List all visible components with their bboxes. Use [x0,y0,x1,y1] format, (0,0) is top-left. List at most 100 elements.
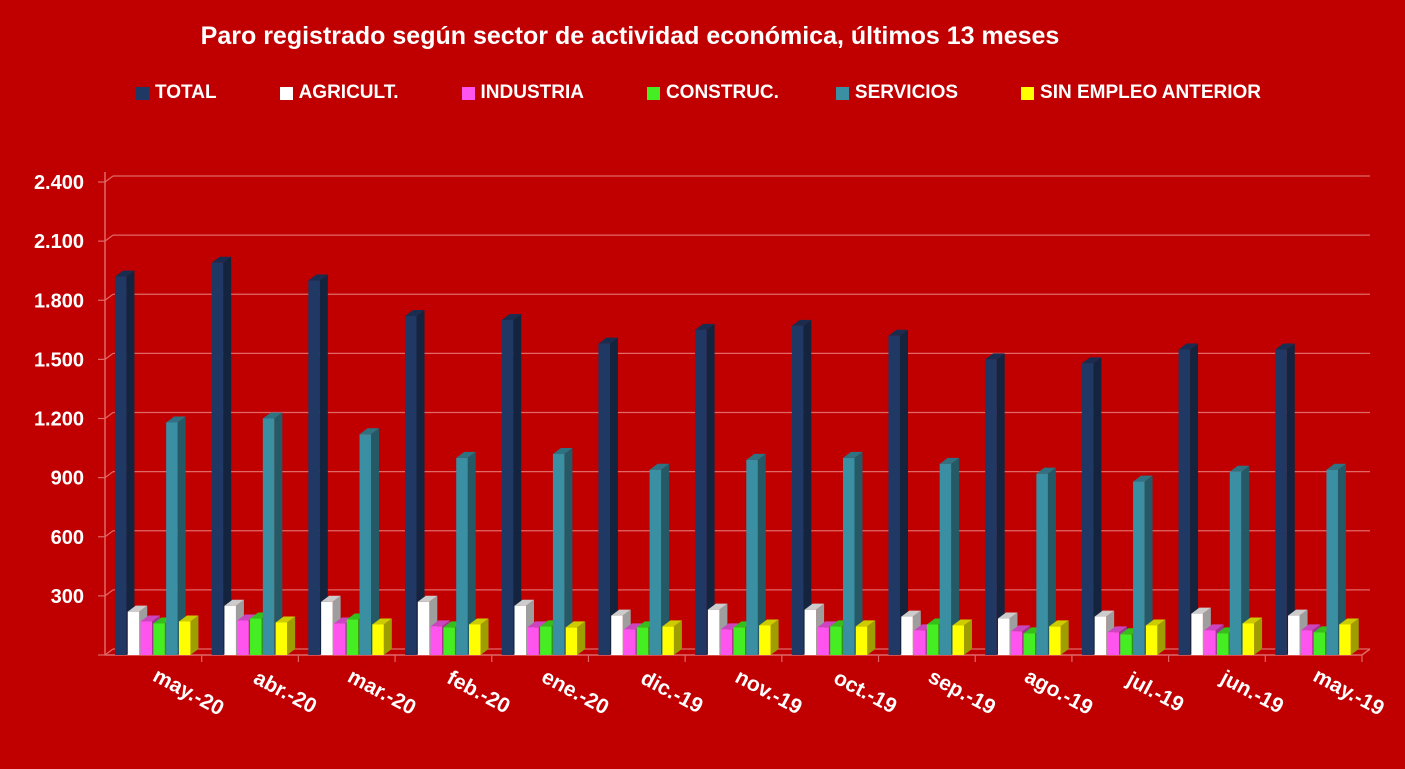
bar [333,623,346,655]
legend-item-agricult: AGRICULT. [279,80,399,106]
bar-top [611,609,631,616]
bar [720,629,733,655]
x-tick-label: may.-19 [1309,664,1387,720]
bar [926,624,939,655]
legend-swatch-industria [461,86,475,100]
legend-swatch-total [136,86,149,100]
bar-top [140,615,161,622]
bar-top [1094,610,1115,617]
bar-top [1036,467,1056,474]
bar [598,343,610,655]
bar-top [1242,617,1263,624]
bar [514,605,527,655]
legend-label-total: TOTAL [155,82,217,103]
bar-top [1049,620,1069,627]
bar [1023,633,1036,655]
bar-side [577,621,586,655]
bar-side [467,451,476,655]
bar-side [177,416,186,655]
legend-label-agricult: AGRICULT. [298,82,399,103]
y-tick-label: 600 [51,527,84,549]
bar-top [514,599,535,606]
bar-top [817,621,837,628]
bar-side [803,319,812,655]
legend-swatch-sin-empleo [1021,86,1035,100]
bar [527,627,539,655]
bar-side [564,447,573,655]
bar-top [1133,475,1153,482]
bar [140,621,153,655]
chart-title: Paro registrado según sector de activida… [200,22,1060,50]
bar-side [963,619,972,655]
bar [855,626,868,655]
bar-side [1350,618,1359,655]
legend-item-total: TOTAL [136,80,217,106]
x-tick-label: oct.-19 [830,666,901,718]
bar-side [274,412,283,655]
y-tick-label: 300 [51,586,84,608]
bar-side [371,428,380,655]
bar [153,623,165,655]
bar [1288,615,1300,655]
bar [1145,625,1158,655]
bar [262,418,275,655]
y-tick-label: 900 [51,468,84,490]
x-tick-label: mar.-20 [344,665,420,720]
bar [1107,632,1119,655]
bar-top [262,412,283,419]
y-tick-label: 2.100 [34,231,84,253]
bar-side [1190,343,1199,655]
bar-side [319,274,328,655]
legend-item-construc: CONSTRUC. [646,80,779,106]
bar-side [1093,357,1102,655]
bar-side [661,463,670,655]
legend-item-servicios: SERVICIOS [835,80,959,106]
bar-top [430,620,451,627]
bar [1094,616,1107,655]
bar-top [759,619,779,626]
legend-label-servicios: SERVICIOS [854,82,959,103]
bar-side [673,620,682,655]
bar [237,620,249,655]
bar-top [552,447,573,454]
bar [417,601,430,655]
bar-side [757,453,766,655]
bar-top [501,313,522,320]
bar [372,624,384,655]
x-tick-label: abr.-20 [250,666,321,718]
legend-label-industria: INDUSTRIA [480,82,584,103]
bar-top [456,451,476,458]
bar [166,422,178,655]
bar [952,625,964,655]
legend-label-sin-empleo: SIN EMPLEO ANTERIOR [1040,82,1262,103]
bar [914,630,926,655]
bar [308,280,320,655]
bar-side [223,256,232,655]
bar-top [1204,624,1224,631]
legend-swatch-construc [646,86,660,100]
legend-item-industria: INDUSTRIA [461,80,584,106]
bar [817,627,829,655]
bar [359,434,372,655]
bar-top [1145,619,1166,626]
x-tick-label: jul.-19 [1122,667,1187,716]
x-tick-label: ene.-20 [538,665,613,719]
bar-top [939,457,960,464]
bar [456,457,468,655]
bar [695,329,707,655]
bar-side [1144,475,1153,655]
gridline-side [104,648,114,656]
bar [1300,630,1313,655]
bar-top [720,623,741,630]
bar [1120,634,1132,655]
bar [1339,624,1351,655]
bar [707,609,720,655]
bar [405,316,417,655]
bar-side [126,270,135,655]
bar-top [114,270,135,277]
bar [1191,613,1203,655]
bar-top [565,621,586,628]
legend-swatch-servicios [835,86,849,100]
bar-side [1060,620,1069,655]
